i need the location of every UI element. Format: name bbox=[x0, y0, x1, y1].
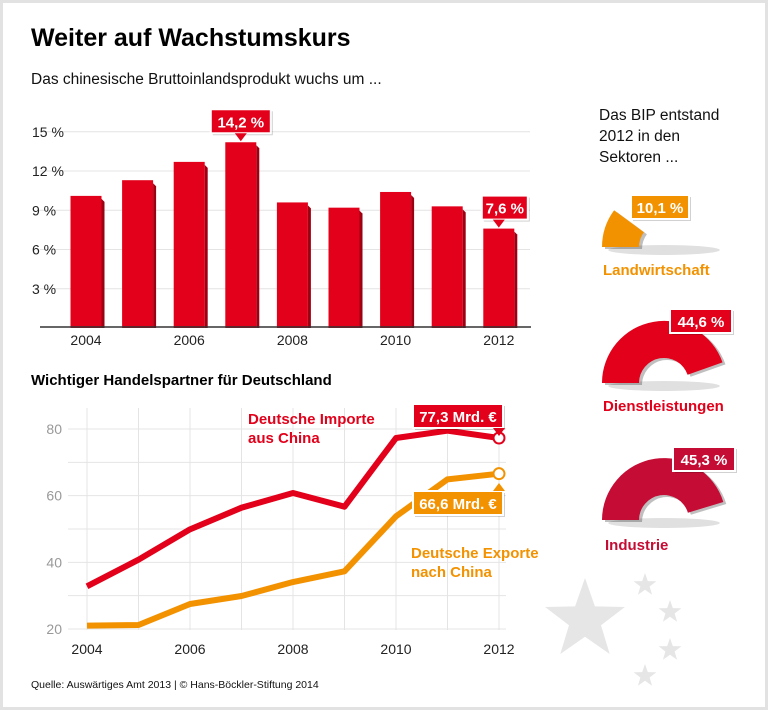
star-icon bbox=[658, 600, 682, 622]
star-icon bbox=[633, 573, 657, 595]
bar-side bbox=[411, 194, 415, 328]
sector-title: Das BIP entstand bbox=[599, 107, 719, 124]
x-tick-label: 2012 bbox=[483, 641, 514, 657]
series-label: aus China bbox=[248, 430, 320, 447]
sector-arc-industrie bbox=[602, 458, 724, 520]
bar-side bbox=[204, 164, 208, 328]
y-tick-label: 20 bbox=[46, 621, 62, 637]
series-line-imports bbox=[85, 427, 500, 590]
star-icon bbox=[633, 664, 657, 686]
sector-chart: Das BIP entstand 2012 in den Sektoren ... 1… bbox=[599, 107, 737, 554]
value-label: 45,3 % bbox=[681, 452, 728, 469]
value-label: 44,6 % bbox=[678, 314, 725, 331]
bar-chart-title: Das chinesische Bruttoinlandsprodukt wuc… bbox=[31, 71, 382, 88]
value-label-box bbox=[630, 194, 690, 220]
star-icon bbox=[545, 578, 625, 654]
value-label: 66,6 Mrd. € bbox=[419, 496, 497, 513]
y-tick-label: 9 % bbox=[32, 202, 56, 218]
x-tick-label: 2006 bbox=[174, 332, 205, 348]
bar-2012 bbox=[483, 228, 515, 328]
bar-side bbox=[359, 210, 363, 328]
bar-2005 bbox=[122, 180, 154, 328]
y-tick-label: 80 bbox=[46, 421, 62, 437]
sector-arc-dienstleistungen bbox=[601, 320, 723, 383]
series-label: nach China bbox=[411, 564, 493, 581]
value-label: 77,3 Mrd. € bbox=[419, 409, 497, 426]
arc-shadow bbox=[608, 245, 720, 255]
bar-side bbox=[307, 205, 311, 328]
arc-shadow bbox=[608, 518, 720, 528]
y-tick-label: 60 bbox=[46, 488, 62, 504]
sector-title: 2012 in den bbox=[599, 128, 680, 145]
value-label: 10,1 % bbox=[637, 200, 684, 217]
y-tick-label: 40 bbox=[46, 554, 62, 570]
label-pointer bbox=[492, 219, 505, 228]
x-tick-label: 2008 bbox=[277, 332, 308, 348]
sector-label: Landwirtschaft bbox=[603, 262, 710, 279]
y-tick-label: 3 % bbox=[32, 281, 56, 297]
bar-side bbox=[514, 231, 518, 328]
x-tick-label: 2006 bbox=[174, 641, 205, 657]
bar-2006 bbox=[173, 161, 205, 328]
sector-label: Industrie bbox=[605, 537, 668, 554]
series-label: Deutsche Importe bbox=[248, 411, 375, 428]
arc-shadow bbox=[608, 381, 720, 391]
page-title: Weiter auf Wachstumskurs bbox=[31, 24, 351, 52]
stars-decoration bbox=[545, 573, 682, 686]
x-tick-label: 2010 bbox=[380, 641, 411, 657]
bar-2008 bbox=[276, 202, 308, 328]
label-pointer bbox=[493, 483, 505, 491]
y-tick-label: 6 % bbox=[32, 242, 56, 258]
value-label-box bbox=[480, 194, 529, 221]
y-tick-label: 15 % bbox=[32, 124, 64, 140]
source-note: Quelle: Auswärtiges Amt 2013 | © Hans-Bö… bbox=[31, 679, 319, 691]
x-tick-label: 2012 bbox=[483, 332, 514, 348]
x-tick-label: 2004 bbox=[71, 641, 102, 657]
label-pointer bbox=[234, 133, 247, 142]
bar-2010 bbox=[380, 191, 412, 328]
bar-side bbox=[256, 145, 260, 328]
bar-chart: 3 % 6 % 9 % 12 % 15 % 2004 2006 2008 2010 2012 14,… bbox=[32, 108, 531, 348]
sector-arc-landwirtschaft bbox=[602, 210, 644, 247]
bar-2011 bbox=[431, 206, 463, 328]
value-label-box bbox=[412, 403, 504, 429]
series-label: Deutsche Exporte bbox=[411, 545, 539, 562]
x-tick-label: 2008 bbox=[277, 641, 308, 657]
sector-label: Dienstleistungen bbox=[603, 398, 724, 415]
x-tick-label: 2010 bbox=[380, 332, 411, 348]
sector-title: Sektoren ... bbox=[599, 149, 678, 166]
label-pointer bbox=[493, 428, 505, 436]
star-icon bbox=[658, 638, 682, 660]
bar-2007 bbox=[225, 142, 257, 328]
bar-side bbox=[153, 183, 157, 328]
line-chart: 20 40 60 80 2004 2006 2008 2010 2012 77,3 Mrd. € 6… bbox=[46, 403, 539, 657]
x-tick-label: 2004 bbox=[70, 332, 101, 348]
bar-side bbox=[462, 209, 466, 328]
bar-side bbox=[101, 198, 105, 328]
value-label-box bbox=[669, 308, 733, 334]
end-point-marker bbox=[492, 467, 506, 481]
bar-2004 bbox=[70, 195, 102, 328]
value-label-box bbox=[672, 446, 736, 472]
y-tick-label: 12 % bbox=[32, 163, 64, 179]
value-label: 14,2 % bbox=[217, 114, 264, 131]
value-label: 7,6 % bbox=[486, 201, 524, 218]
bar-2009 bbox=[328, 207, 360, 328]
value-label-box bbox=[412, 490, 504, 516]
line-chart-title: Wichtiger Handelspartner für Deutschland bbox=[31, 372, 332, 389]
